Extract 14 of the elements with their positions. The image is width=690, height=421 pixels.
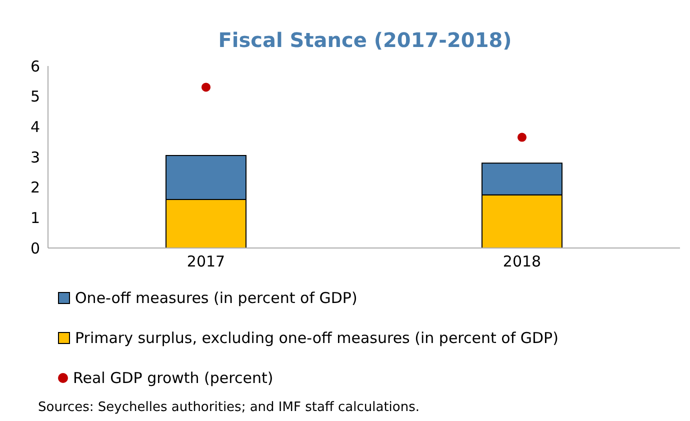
- x-tick-label: 2017: [186, 252, 226, 271]
- y-tick-label: 2: [30, 178, 40, 197]
- chart-title: Fiscal Stance (2017-2018): [217, 27, 513, 54]
- y-tick-label: 3: [30, 148, 40, 166]
- x-tick-label: 2018: [502, 252, 542, 271]
- legend-label: Real GDP growth (percent): [73, 369, 274, 387]
- y-tick-label: 5: [30, 88, 40, 106]
- y-tick-label: 4: [30, 118, 40, 136]
- legend-label: Primary surplus, excluding one-off measures (in percent of GDP): [75, 329, 558, 347]
- y-tick-label: 6: [30, 57, 40, 76]
- y-tick-label: 0: [30, 239, 40, 258]
- legend-label: One-off measures (in percent of GDP): [75, 289, 358, 307]
- source-note: Sources: Seychelles authorities; and IMF staff calculations.: [38, 400, 420, 415]
- y-tick-label: 1: [30, 208, 40, 227]
